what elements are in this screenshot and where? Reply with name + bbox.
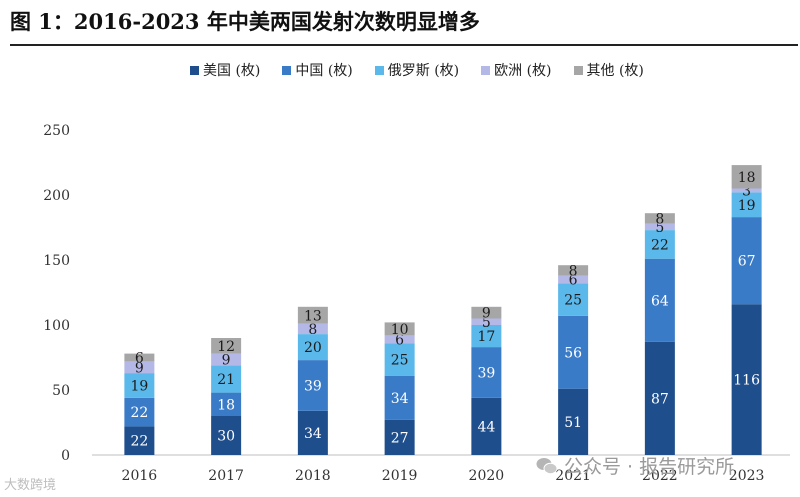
data-label: 10 [391,322,409,338]
data-label: 22 [130,405,148,421]
wechat-icon [536,457,558,475]
data-label: 25 [564,293,582,309]
data-label: 22 [651,237,669,253]
data-label: 8 [655,211,664,227]
data-label: 18 [217,397,235,413]
data-label: 6 [135,351,144,367]
data-label: 12 [217,339,235,355]
data-label: 8 [308,322,317,338]
data-label: 17 [477,329,495,345]
y-tick-label: 200 [43,188,70,204]
data-label: 9 [222,352,231,368]
data-label: 34 [391,391,409,407]
data-label: 39 [304,378,322,394]
x-tick-label: 2018 [295,468,331,484]
data-label: 18 [738,170,756,186]
data-label: 9 [482,306,491,322]
watermark-right: 公众号 · 报告研究所 [536,452,734,479]
data-label: 34 [304,426,322,442]
x-tick-label: 2016 [122,468,158,484]
data-label: 21 [217,372,235,388]
y-tick-label: 100 [43,318,70,334]
data-label: 51 [564,415,582,431]
data-label: 64 [651,293,669,309]
data-label: 116 [733,373,760,389]
data-label: 87 [651,391,669,407]
x-tick-label: 2023 [729,468,765,484]
y-tick-label: 150 [43,253,70,269]
data-label: 67 [738,254,756,270]
data-label: 13 [304,308,322,324]
stacked-bar-chart: 0501001502002502222199620163018219122017… [0,0,800,497]
data-label: 30 [217,429,235,445]
data-label: 25 [391,352,409,368]
data-label: 20 [304,340,322,356]
data-label: 19 [738,198,756,214]
data-label: 22 [130,434,148,450]
data-label: 56 [564,345,582,361]
y-tick-label: 250 [43,123,70,139]
x-tick-label: 2017 [208,468,244,484]
data-label: 39 [477,365,495,381]
y-tick-label: 50 [52,383,70,399]
data-label: 19 [130,378,148,394]
watermark-right-text: 公众号 · 报告研究所 [564,452,734,479]
x-tick-label: 2020 [469,468,505,484]
y-tick-label: 0 [61,448,70,464]
data-label: 8 [569,263,578,279]
x-tick-label: 2019 [382,468,418,484]
data-label: 44 [477,419,495,435]
data-label: 27 [391,430,409,446]
watermark-left: 大数跨境 [4,474,56,493]
